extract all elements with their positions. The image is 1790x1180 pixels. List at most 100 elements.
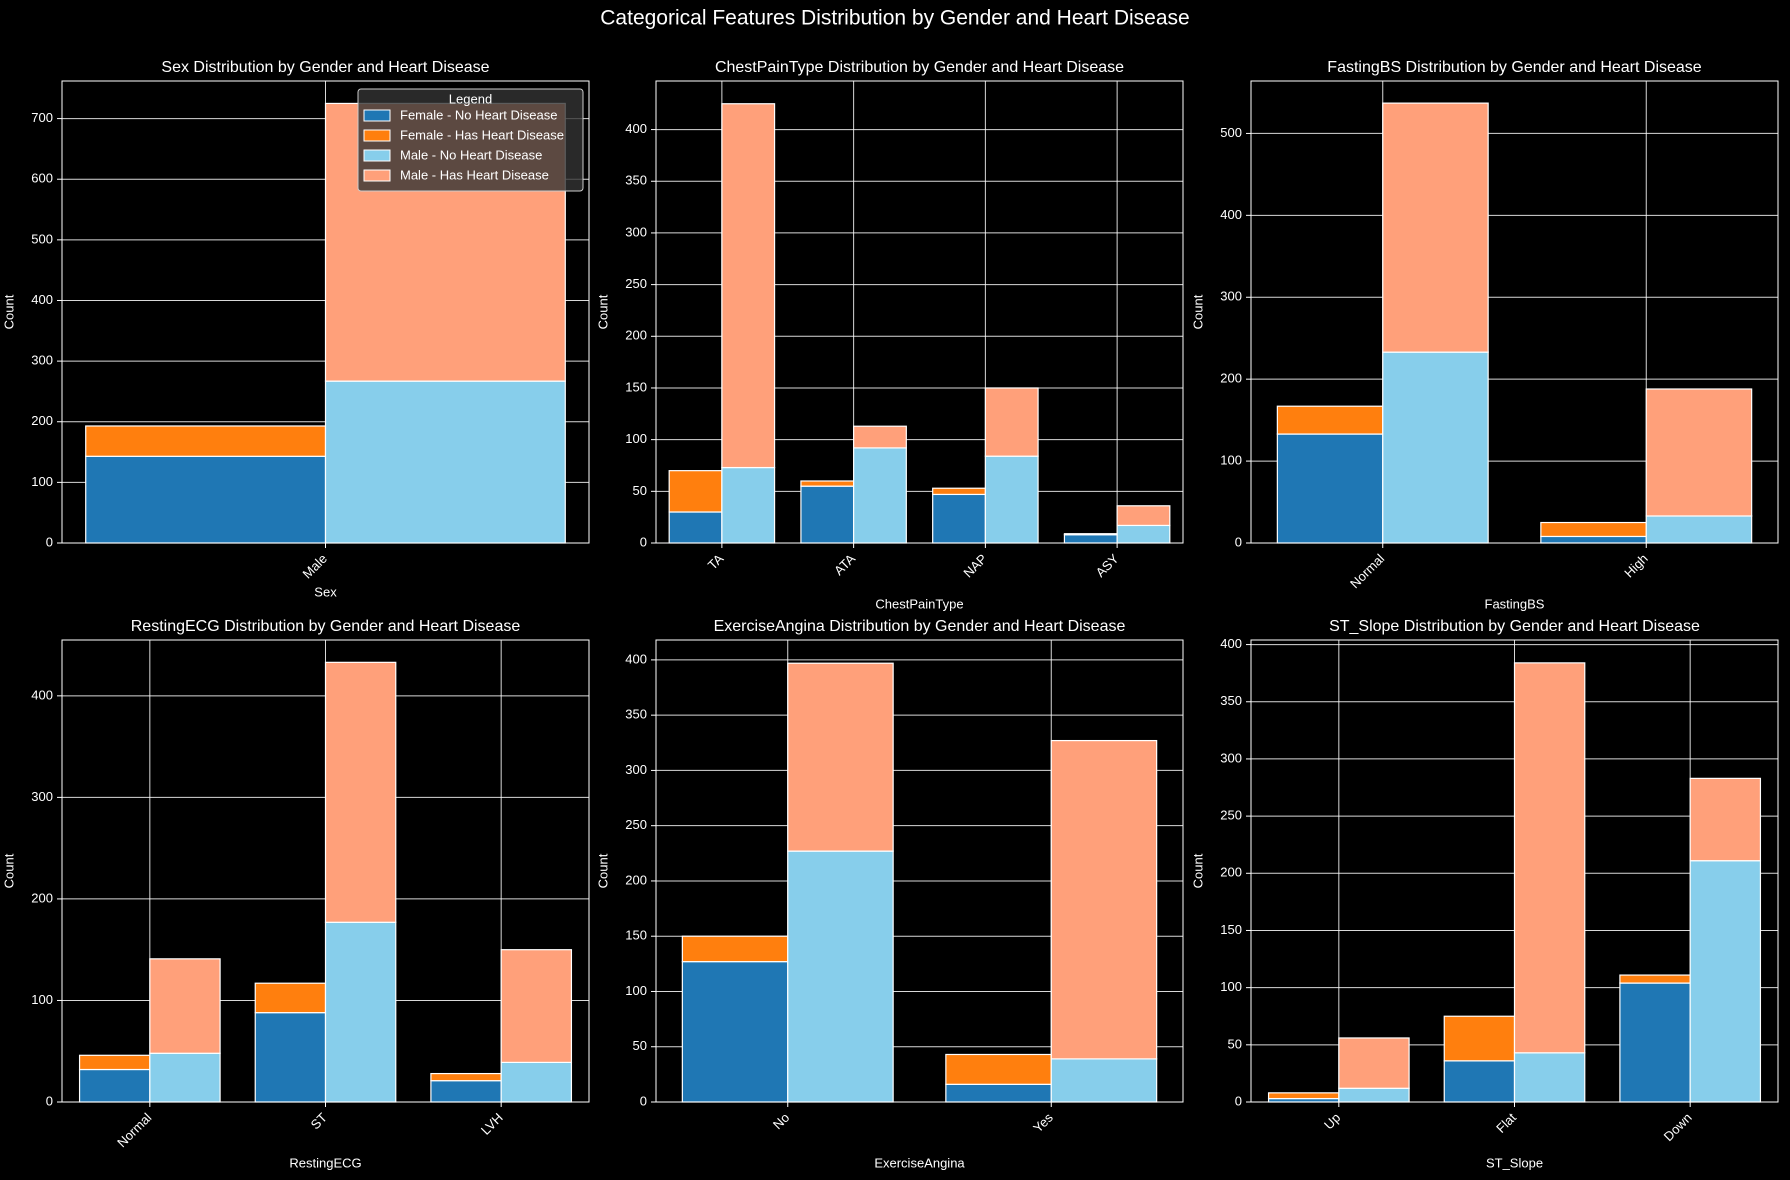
y-tick-label: 200 (625, 872, 647, 887)
y-tick-label: 350 (625, 173, 647, 188)
bar-segment (254, 1012, 327, 1103)
axes-frame (655, 80, 1184, 544)
axes-frame (61, 639, 590, 1103)
figure-title: Categorical Features Distribution by Gen… (600, 7, 1189, 30)
bar-segment (85, 455, 327, 544)
legend-swatch (363, 149, 391, 162)
y-tick-label: 600 (31, 171, 53, 186)
subplot-title: FastingBS Distribution by Gender and Hea… (1327, 59, 1702, 76)
bar-segment (1050, 1058, 1158, 1103)
y-axis-label: Count (595, 853, 610, 888)
y-tick-label: 100 (31, 474, 53, 489)
y-tick-label: 50 (1228, 1036, 1242, 1051)
x-axis-label: ChestPainType (875, 596, 963, 611)
y-tick-label: 0 (1235, 1093, 1242, 1108)
y-tick-label: 50 (633, 1038, 647, 1053)
y-tick-label: 150 (625, 379, 647, 394)
y-tick-label: 250 (625, 817, 647, 832)
y-tick-label: 100 (1220, 453, 1242, 468)
y-tick-label: 50 (633, 483, 647, 498)
bar-segment (1338, 1087, 1410, 1103)
bar-segment (1338, 1037, 1410, 1089)
bar-segment (984, 455, 1039, 544)
bar-segment (1689, 860, 1762, 1103)
bar-segment (430, 1072, 502, 1082)
subplot-title: Sex Distribution by Gender and Heart Dis… (161, 59, 489, 76)
y-tick-label: 0 (640, 1093, 647, 1108)
bar-segment (1619, 982, 1691, 1103)
y-tick-label: 250 (625, 276, 647, 291)
bar-segment (984, 387, 1039, 457)
bar-segment (324, 921, 397, 1103)
bar-segment (1276, 405, 1384, 435)
bar-segment (324, 380, 566, 544)
bar-segment (1513, 1052, 1586, 1103)
bar-segment (1645, 515, 1753, 544)
bar-segment (1276, 433, 1384, 544)
y-tick-label: 300 (31, 353, 53, 368)
bar-segment (800, 485, 855, 544)
legend-label: Male - Has Heart Disease (400, 167, 549, 182)
bar-segment (681, 961, 789, 1103)
legend-label: Female - No Heart Disease (400, 107, 558, 122)
y-tick-label: 400 (625, 121, 647, 136)
bar-segment (721, 466, 776, 544)
y-tick-label: 0 (640, 534, 647, 549)
x-axis-label: FastingBS (1485, 596, 1545, 611)
bar-segment (681, 935, 789, 963)
y-tick-label: 500 (1220, 125, 1242, 140)
y-axis-label: Count (1190, 853, 1205, 888)
bar-segment (1443, 1060, 1516, 1103)
subplot-title: ST_Slope Distribution by Gender and Hear… (1329, 618, 1700, 635)
y-tick-label: 250 (1220, 808, 1242, 823)
y-tick-label: 150 (1220, 922, 1242, 937)
subplot-title: RestingECG Distribution by Gender and He… (131, 618, 521, 635)
subplot-title: ExerciseAngina Distribution by Gender an… (714, 618, 1126, 635)
x-axis-label: ST_Slope (1486, 1155, 1543, 1170)
bar-segment (1116, 524, 1171, 544)
bar-segment (1540, 535, 1647, 544)
bar-segment (1513, 662, 1586, 1054)
x-axis-label: Sex (314, 584, 337, 599)
bar-segment (1063, 533, 1118, 536)
y-tick-label: 500 (31, 231, 53, 246)
x-axis-label: RestingECG (289, 1155, 361, 1170)
bar-segment (721, 103, 776, 469)
bar-segment (85, 425, 327, 457)
y-tick-label: 200 (1220, 865, 1242, 880)
bar-segment (1689, 777, 1762, 862)
bar-segment (800, 480, 855, 487)
bar-segment (1050, 739, 1158, 1060)
y-axis-label: Count (595, 294, 610, 329)
y-tick-label: 150 (625, 928, 647, 943)
legend-swatch (363, 169, 391, 182)
bar-segment (1645, 388, 1753, 517)
bar-segment (932, 493, 986, 544)
bar-segment (254, 982, 327, 1014)
y-axis-label: Count (1, 294, 16, 329)
bar-segment (668, 511, 723, 544)
y-tick-label: 300 (1220, 750, 1242, 765)
bar-segment (1267, 1092, 1340, 1100)
bar-segment (787, 850, 894, 1103)
y-tick-label: 200 (625, 328, 647, 343)
y-tick-label: 300 (31, 789, 53, 804)
y-tick-label: 0 (46, 1093, 53, 1108)
y-tick-label: 200 (31, 413, 53, 428)
y-tick-label: 100 (1220, 979, 1242, 994)
y-tick-label: 300 (625, 762, 647, 777)
axes-frame (1250, 80, 1779, 544)
y-tick-label: 400 (31, 687, 53, 702)
x-axis-label: ExerciseAngina (874, 1155, 965, 1170)
bar-segment (500, 949, 573, 1064)
bar-segment (500, 1061, 573, 1103)
legend-swatch (363, 129, 391, 142)
bar-segment (1443, 1015, 1516, 1062)
y-tick-label: 100 (31, 992, 53, 1007)
y-axis-label: Count (1190, 294, 1205, 329)
bar-segment (853, 447, 907, 544)
y-tick-label: 400 (1220, 636, 1242, 651)
legend-box (357, 88, 584, 192)
y-tick-label: 400 (1220, 207, 1242, 222)
legend-title: Legend (449, 91, 492, 106)
